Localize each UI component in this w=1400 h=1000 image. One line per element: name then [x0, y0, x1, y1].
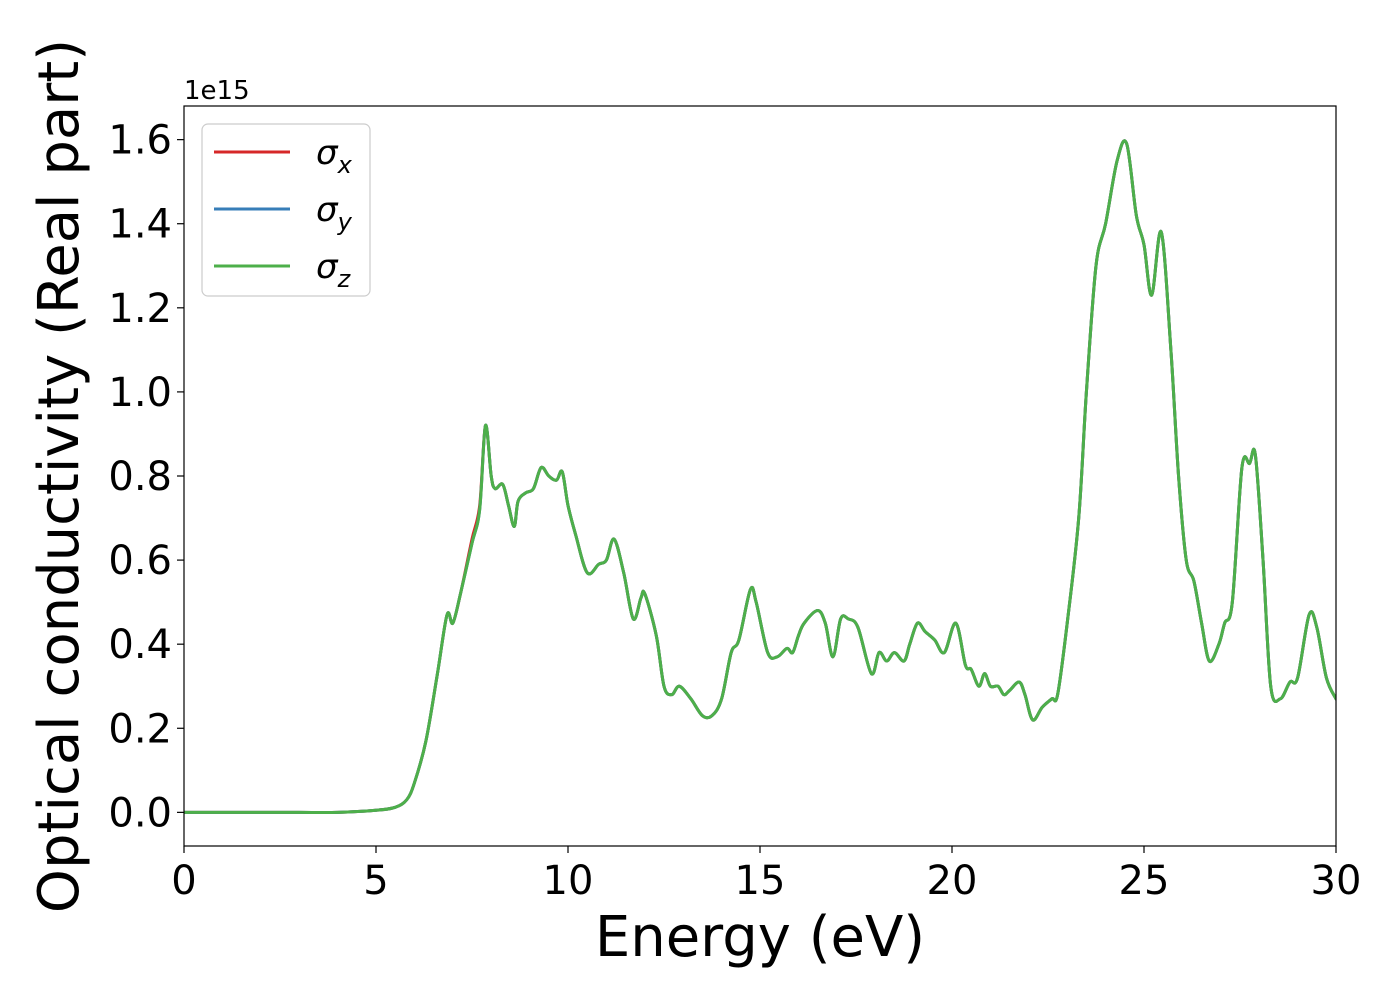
- y-tick-label: 0.2: [108, 706, 172, 752]
- x-tick-label: 20: [927, 858, 978, 904]
- y-tick-label: 1.2: [108, 286, 172, 332]
- x-tick-label: 10: [543, 858, 594, 904]
- legend-label-z: σz: [316, 247, 352, 293]
- y-offset-text: 1e15: [184, 76, 250, 106]
- series-layer: [184, 139, 1336, 815]
- x-tick-label: 15: [735, 858, 786, 904]
- legend-label-x: σx: [316, 133, 353, 179]
- legend-label-y: σy: [316, 190, 353, 236]
- x-axis-ticks: 0 5 10 15 20 25 30: [171, 846, 1361, 904]
- x-tick-label: 25: [1119, 858, 1170, 904]
- x-axis-label: Energy (eV): [595, 905, 925, 970]
- y-tick-label: 0.0: [108, 790, 172, 836]
- y-tick-label: 1.0: [108, 370, 172, 416]
- y-tick-label: 0.4: [108, 622, 172, 668]
- y-tick-label: 0.8: [108, 454, 172, 500]
- y-tick-label: 1.4: [108, 202, 172, 248]
- legend-label-subscript: z: [337, 265, 352, 293]
- legend-label-base: σ: [316, 247, 339, 287]
- legend-label-subscript: y: [337, 208, 353, 236]
- y-axis-ticks: 0.0 0.2 0.4 0.6 0.8 1.0 1.2 1.4 1.6: [108, 118, 184, 836]
- x-tick-label: 0: [171, 858, 196, 904]
- legend-label-subscript: x: [337, 151, 353, 179]
- x-tick-label: 5: [363, 858, 388, 904]
- legend-label-base: σ: [316, 190, 339, 230]
- x-tick-label: 30: [1311, 858, 1362, 904]
- y-tick-label: 0.6: [108, 538, 172, 584]
- series-line-z: [184, 139, 1336, 815]
- y-axis-label: Optical conductivity (Real part): [27, 39, 92, 913]
- y-tick-label: 1.6: [108, 118, 172, 164]
- legend-label-base: σ: [316, 133, 339, 173]
